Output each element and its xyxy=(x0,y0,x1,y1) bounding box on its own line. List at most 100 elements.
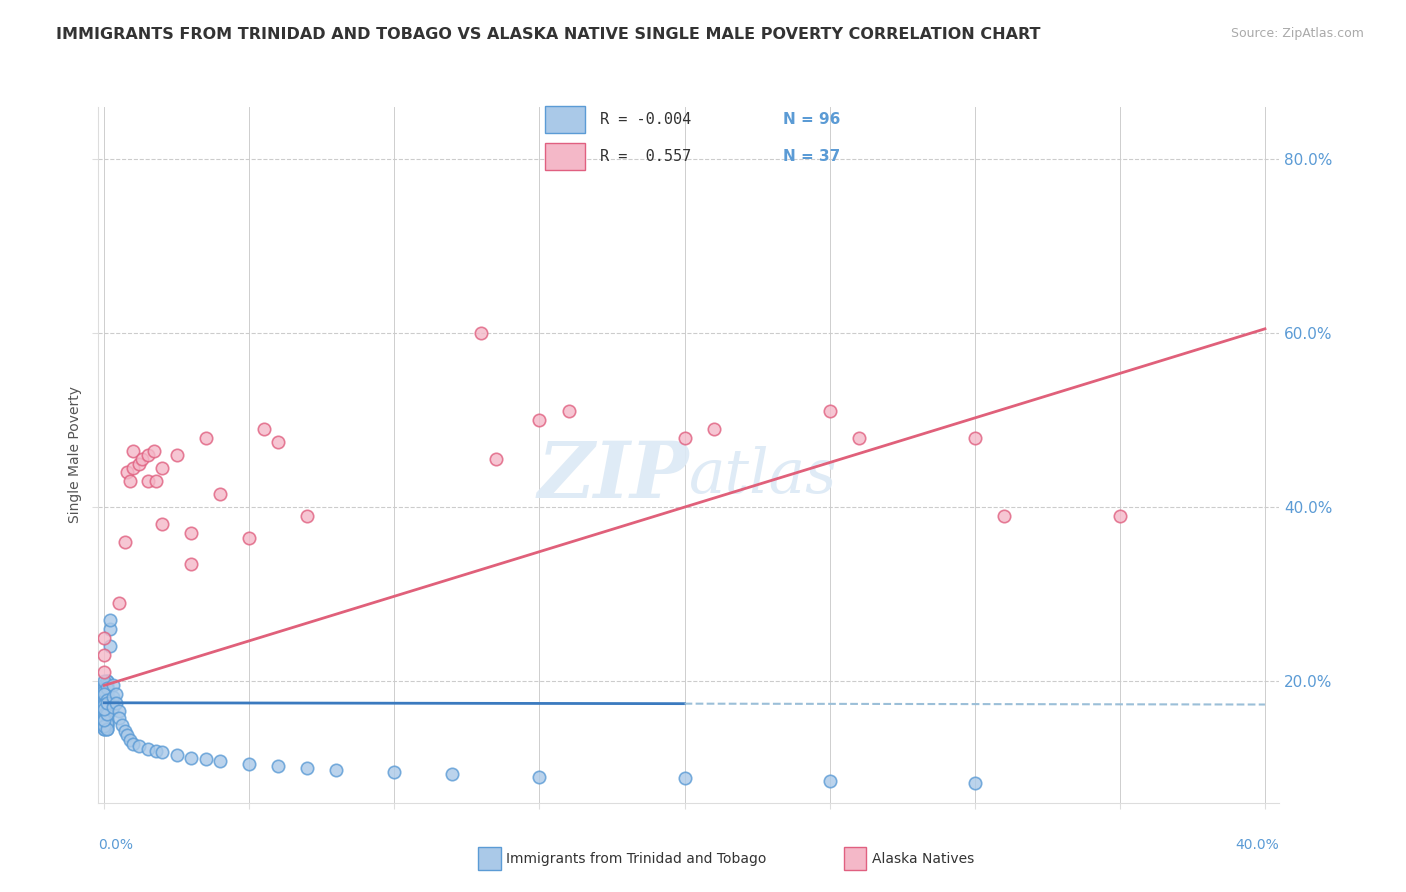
Point xyxy=(818,404,841,418)
Point xyxy=(703,422,725,436)
Point xyxy=(98,622,121,636)
Point xyxy=(93,696,115,710)
Point xyxy=(96,719,118,733)
Point xyxy=(122,737,145,751)
Point xyxy=(166,747,188,762)
Point xyxy=(238,756,260,771)
Point xyxy=(93,702,115,716)
Point xyxy=(96,698,118,713)
FancyBboxPatch shape xyxy=(546,143,585,170)
Point xyxy=(93,713,115,727)
Point xyxy=(93,713,115,727)
Point xyxy=(96,698,118,713)
Point xyxy=(848,430,870,444)
Point xyxy=(818,774,841,789)
Text: N = 96: N = 96 xyxy=(783,112,841,128)
Text: 40.0%: 40.0% xyxy=(1236,838,1279,853)
Point xyxy=(107,596,129,610)
Point xyxy=(93,708,115,723)
Point xyxy=(96,722,118,736)
Point xyxy=(96,678,118,692)
Point xyxy=(145,474,167,488)
Point xyxy=(136,742,159,756)
Text: Alaska Natives: Alaska Natives xyxy=(872,852,974,866)
Point xyxy=(145,744,167,758)
Point xyxy=(117,466,139,480)
Text: ZIP: ZIP xyxy=(537,438,689,514)
Point xyxy=(253,422,276,436)
Point xyxy=(96,693,118,707)
Point xyxy=(131,452,153,467)
FancyBboxPatch shape xyxy=(546,106,585,134)
Point xyxy=(96,705,118,719)
Point xyxy=(96,715,118,730)
Point xyxy=(96,707,118,722)
Point xyxy=(93,681,115,695)
Point xyxy=(93,677,115,691)
Point xyxy=(96,681,118,695)
Point xyxy=(93,678,115,692)
Point xyxy=(96,690,118,704)
Point xyxy=(96,684,118,698)
Point xyxy=(98,639,121,653)
Point xyxy=(96,705,118,719)
Point xyxy=(180,526,202,541)
Point xyxy=(93,722,115,736)
Point xyxy=(107,710,129,724)
Y-axis label: Single Male Poverty: Single Male Poverty xyxy=(69,386,83,524)
Point xyxy=(96,687,118,701)
Point xyxy=(194,430,217,444)
Point xyxy=(267,434,290,449)
Point xyxy=(93,710,115,724)
Point xyxy=(101,678,124,692)
Point xyxy=(963,430,986,444)
Point xyxy=(325,763,347,777)
Point xyxy=(529,770,551,784)
Point xyxy=(93,690,115,704)
Point xyxy=(993,508,1015,523)
Point xyxy=(673,772,696,786)
Point xyxy=(93,705,115,719)
Point xyxy=(142,443,165,458)
Point xyxy=(96,674,118,689)
Point xyxy=(96,707,118,722)
Point xyxy=(96,687,118,701)
Point xyxy=(470,326,492,340)
Point xyxy=(93,674,115,689)
Point xyxy=(122,461,145,475)
Point xyxy=(104,687,127,701)
Text: Immigrants from Trinidad and Tobago: Immigrants from Trinidad and Tobago xyxy=(506,852,766,866)
Point xyxy=(111,717,134,731)
Point xyxy=(101,690,124,704)
Point xyxy=(93,715,115,730)
Point xyxy=(93,696,115,710)
Point xyxy=(96,693,118,707)
Point xyxy=(93,665,115,680)
Point xyxy=(93,707,115,722)
Point xyxy=(93,693,115,707)
Point xyxy=(96,702,118,716)
Point xyxy=(297,761,319,775)
Point xyxy=(209,754,232,768)
Point xyxy=(120,474,142,488)
Point xyxy=(93,719,115,733)
Point xyxy=(1108,508,1130,523)
Point xyxy=(120,733,142,747)
Point xyxy=(166,448,188,462)
Point xyxy=(673,430,696,444)
Point xyxy=(117,728,139,742)
Point xyxy=(238,531,260,545)
Point xyxy=(93,698,115,713)
Point xyxy=(96,717,118,731)
Point xyxy=(93,705,115,719)
Point xyxy=(93,684,115,698)
Point xyxy=(150,461,173,475)
Point xyxy=(963,776,986,790)
Text: IMMIGRANTS FROM TRINIDAD AND TOBAGO VS ALASKA NATIVE SINGLE MALE POVERTY CORRELA: IMMIGRANTS FROM TRINIDAD AND TOBAGO VS A… xyxy=(56,27,1040,42)
Point xyxy=(194,752,217,766)
Point xyxy=(96,690,118,704)
Point xyxy=(209,487,232,501)
Point xyxy=(96,715,118,730)
Point xyxy=(136,474,159,488)
Point xyxy=(384,765,406,780)
